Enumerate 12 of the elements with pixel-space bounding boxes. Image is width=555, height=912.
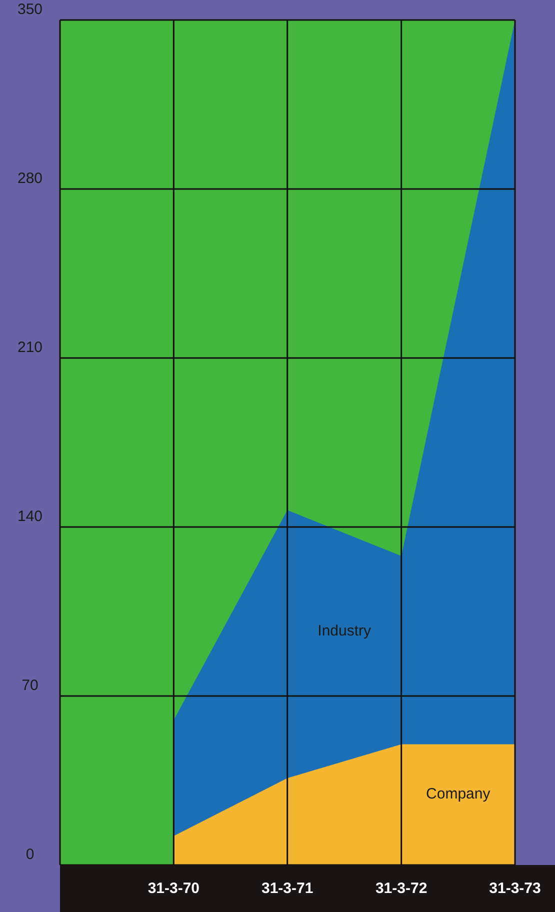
x-tick-label: 31-3-73 bbox=[489, 880, 541, 897]
y-tick-label: 140 bbox=[17, 508, 43, 525]
x-tick-label: 31-3-70 bbox=[148, 880, 200, 897]
y-tick-label: 0 bbox=[26, 846, 34, 863]
y-tick-label: 210 bbox=[17, 339, 43, 356]
y-tick-label: 70 bbox=[22, 677, 38, 694]
y-tick-label: 280 bbox=[17, 170, 43, 187]
series-label: Company bbox=[426, 786, 491, 803]
series-label: Industry bbox=[318, 622, 372, 640]
x-tick-label: 31-3-71 bbox=[261, 880, 314, 897]
y-tick-label: 350 bbox=[17, 1, 43, 18]
x-tick-label: 31-3-72 bbox=[375, 880, 428, 897]
